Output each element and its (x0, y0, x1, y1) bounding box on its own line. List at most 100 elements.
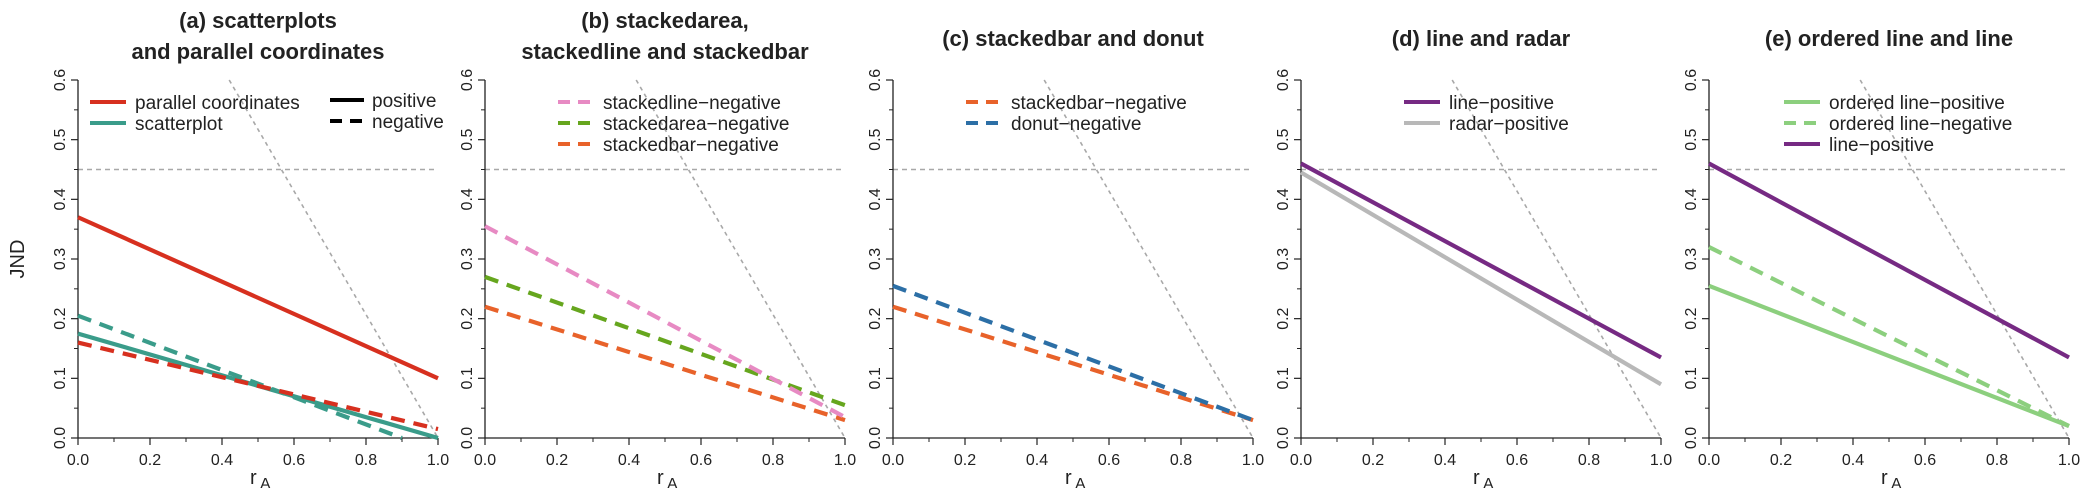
x-tick-label: 1.0 (1650, 452, 1672, 469)
x-axis-label-subscript: A (1891, 476, 1902, 488)
series-line (484, 274, 846, 408)
legend-label: line−positive (1829, 135, 1934, 156)
y-tick-label: 0.2 (1275, 307, 1292, 329)
y-tick-label: 0.6 (1275, 69, 1292, 91)
panel-e: (e) ordered line and line 0.0 0.1 0.2 0.3 0.4… (1683, 26, 2080, 488)
series-line (77, 340, 439, 432)
x-tick-label: 0.6 (1506, 452, 1528, 469)
x-tick-label: 0.2 (546, 452, 568, 469)
y-tick-label: 0.1 (1275, 367, 1292, 389)
panel-title: (d) line and radar (1392, 26, 1571, 51)
y-tick-label: 0.4 (1683, 188, 1700, 210)
x-axis-label-subscript: A (1483, 476, 1494, 488)
x-tick-label: 0.0 (1290, 452, 1312, 469)
y-axis-label: JND (7, 240, 29, 279)
x-axis-label: r (250, 467, 257, 488)
legend-label: donut−negative (1011, 114, 1141, 135)
series-line (1299, 170, 1663, 387)
x-tick-label: 0.4 (1842, 452, 1864, 469)
x-tick-label: 0.2 (954, 452, 976, 469)
y-tick-label: 0.0 (867, 427, 884, 449)
x-axis-label-subscript: A (260, 476, 271, 488)
y-tick-label: 0.2 (52, 307, 69, 329)
reference-diagonal (1451, 79, 1662, 439)
reference-diagonal (635, 79, 846, 439)
x-tick-label: 0.0 (67, 452, 89, 469)
legend-label: stackedarea−negative (603, 114, 789, 135)
y-tick-label: 0.2 (459, 307, 476, 329)
x-tick-label: 0.4 (1434, 452, 1456, 469)
x-tick-label: 0.6 (1914, 452, 1936, 469)
x-tick-label: 1.0 (2058, 452, 2080, 469)
panel-b: (b) stackedarea, stackedline and stackedb… (459, 8, 856, 488)
reference-diagonal (1043, 79, 1254, 439)
panel-a: (a) scatterplots and parallel coordinates… (7, 8, 449, 488)
y-tick-label: 0.3 (867, 248, 884, 270)
legend-label: positive (372, 91, 436, 112)
legend-label: stackedbar−negative (1011, 93, 1187, 114)
x-axis-label: r (657, 467, 664, 488)
x-tick-label: 0.6 (1098, 452, 1120, 469)
y-tick-label: 0.5 (1275, 128, 1292, 150)
reference-diagonal (1859, 79, 2070, 439)
panel-title: (c) stackedbar and donut (942, 26, 1204, 51)
y-tick-label: 0.4 (1275, 188, 1292, 210)
panel-title: (a) scatterplots (179, 8, 337, 33)
y-tick-label: 0.4 (52, 188, 69, 210)
y-tick-label: 0.5 (52, 128, 69, 150)
legend-label: line−positive (1449, 93, 1554, 114)
legend-label: negative (372, 112, 444, 133)
legend-label: scatterplot (135, 114, 223, 135)
legend-label: ordered line−negative (1829, 114, 2012, 135)
x-tick-label: 0.2 (1362, 452, 1384, 469)
legend-label: stackedbar−negative (603, 135, 779, 156)
x-tick-label: 0.6 (690, 452, 712, 469)
y-tick-label: 0.6 (867, 69, 884, 91)
x-tick-label: 1.0 (834, 452, 856, 469)
x-tick-label: 0.0 (1698, 452, 1720, 469)
y-tick-label: 0.0 (459, 427, 476, 449)
x-tick-label: 1.0 (1242, 452, 1264, 469)
legend-label: stackedline−negative (603, 93, 781, 114)
x-axis-label: r (1881, 467, 1888, 488)
y-tick-label: 0.3 (1683, 248, 1700, 270)
series-line (1300, 161, 1662, 360)
y-tick-label: 0.2 (867, 307, 884, 329)
x-tick-label: 0.8 (762, 452, 784, 469)
y-tick-label: 0.3 (459, 248, 476, 270)
y-tick-label: 0.5 (1683, 128, 1700, 150)
y-tick-label: 0.3 (1275, 248, 1292, 270)
x-tick-label: 0.4 (618, 452, 640, 469)
x-axis-label: r (1065, 467, 1072, 488)
panel-title: (b) stackedarea, (581, 8, 749, 33)
x-axis-label-subscript: A (667, 476, 678, 488)
y-tick-label: 0.1 (1683, 367, 1700, 389)
y-tick-label: 0.0 (1683, 427, 1700, 449)
x-tick-label: 0.8 (1578, 452, 1600, 469)
series-line (892, 283, 1254, 423)
x-tick-label: 1.0 (427, 452, 449, 469)
y-tick-label: 0.1 (52, 367, 69, 389)
x-tick-label: 0.6 (283, 452, 305, 469)
y-tick-label: 0.0 (1275, 427, 1292, 449)
panel-title: stackedline and stackedbar (521, 39, 809, 64)
y-tick-label: 0.4 (459, 188, 476, 210)
x-tick-label: 0.0 (474, 452, 496, 469)
series-line (892, 304, 1254, 423)
y-tick-label: 0.4 (867, 188, 884, 210)
y-tick-label: 0.5 (459, 128, 476, 150)
panel-d: (d) line and radar 0.0 0.1 0.2 0.3 0.4 0.5 0.6 0… (1275, 26, 1672, 488)
panel-title: and parallel coordinates (131, 39, 384, 64)
panel-c: (c) stackedbar and donut 0.0 0.1 0.2 0.3 0.4 0… (867, 26, 1264, 488)
x-tick-label: 0.0 (882, 452, 904, 469)
legend-label: radar−positive (1449, 114, 1569, 135)
series-line (77, 313, 403, 440)
series-line (1708, 245, 2070, 428)
x-axis-label-subscript: A (1075, 476, 1086, 488)
panel-title: (e) ordered line and line (1765, 26, 2013, 51)
x-tick-label: 0.8 (355, 452, 377, 469)
x-tick-label: 0.2 (1770, 452, 1792, 469)
y-tick-label: 0.6 (52, 69, 69, 91)
y-tick-label: 0.1 (459, 367, 476, 389)
